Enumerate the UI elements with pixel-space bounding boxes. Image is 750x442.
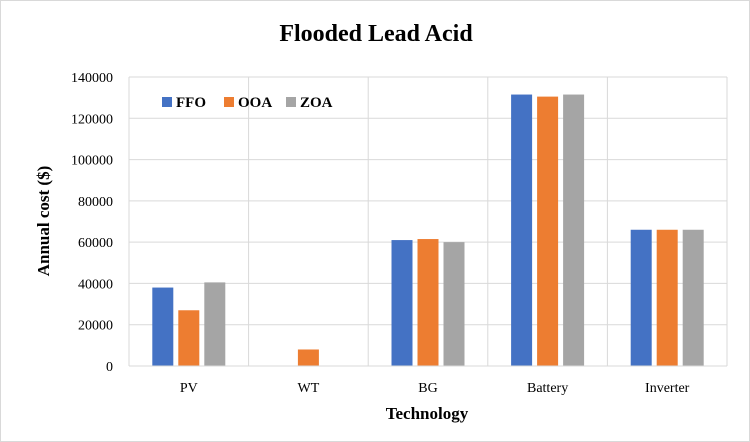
y-tick-label: 80000 <box>78 195 113 210</box>
y-tick-label: 100000 <box>71 154 113 169</box>
legend-label-zoa: ZOA <box>300 95 333 111</box>
legend-label-ooa: OOA <box>238 95 272 111</box>
y-tick-label: 20000 <box>78 319 113 334</box>
bar-ffo-pv <box>152 287 174 366</box>
x-axis-ticks: PV WT BG Battery Inverter <box>180 381 690 396</box>
bar-ooa-inverter <box>656 229 678 366</box>
x-tick-label: Battery <box>527 381 568 396</box>
y-tick-label: 120000 <box>71 112 113 127</box>
y-tick-label: 140000 <box>71 71 113 86</box>
bar-ffo-inverter <box>630 229 652 366</box>
y-axis-ticks: 0 20000 40000 60000 80000 100000 120000 140000 <box>71 71 113 375</box>
bar-ooa-pv <box>178 310 200 366</box>
bar-zoa-inverter <box>682 229 704 366</box>
bars <box>152 94 704 367</box>
bar-zoa-battery <box>563 94 585 367</box>
bar-zoa-pv <box>204 282 226 366</box>
legend-swatch-ffo <box>162 97 172 107</box>
bar-ffo-battery <box>511 94 533 367</box>
legend: FFO OOA ZOA <box>162 95 333 111</box>
bar-zoa-bg <box>443 242 465 366</box>
legend-swatch-ooa <box>224 97 234 107</box>
grid-lines <box>128 76 728 366</box>
chart-title: Flooded Lead Acid <box>279 21 473 47</box>
x-tick-label: WT <box>298 381 320 396</box>
legend-swatch-zoa <box>286 97 296 107</box>
y-axis-label: Annual cost ($) <box>34 166 53 277</box>
bar-ooa-wt <box>297 349 319 366</box>
y-tick-label: 0 <box>106 360 113 375</box>
bar-ffo-bg <box>391 240 413 366</box>
y-tick-label: 60000 <box>78 236 113 251</box>
x-tick-label: PV <box>180 381 198 396</box>
bar-ooa-battery <box>537 96 559 366</box>
x-axis-label: Technology <box>386 404 469 423</box>
x-tick-label: Inverter <box>645 381 690 396</box>
legend-label-ffo: FFO <box>176 95 206 111</box>
x-tick-label: BG <box>418 381 437 396</box>
y-tick-label: 40000 <box>78 277 113 292</box>
bar-ooa-bg <box>417 239 439 366</box>
